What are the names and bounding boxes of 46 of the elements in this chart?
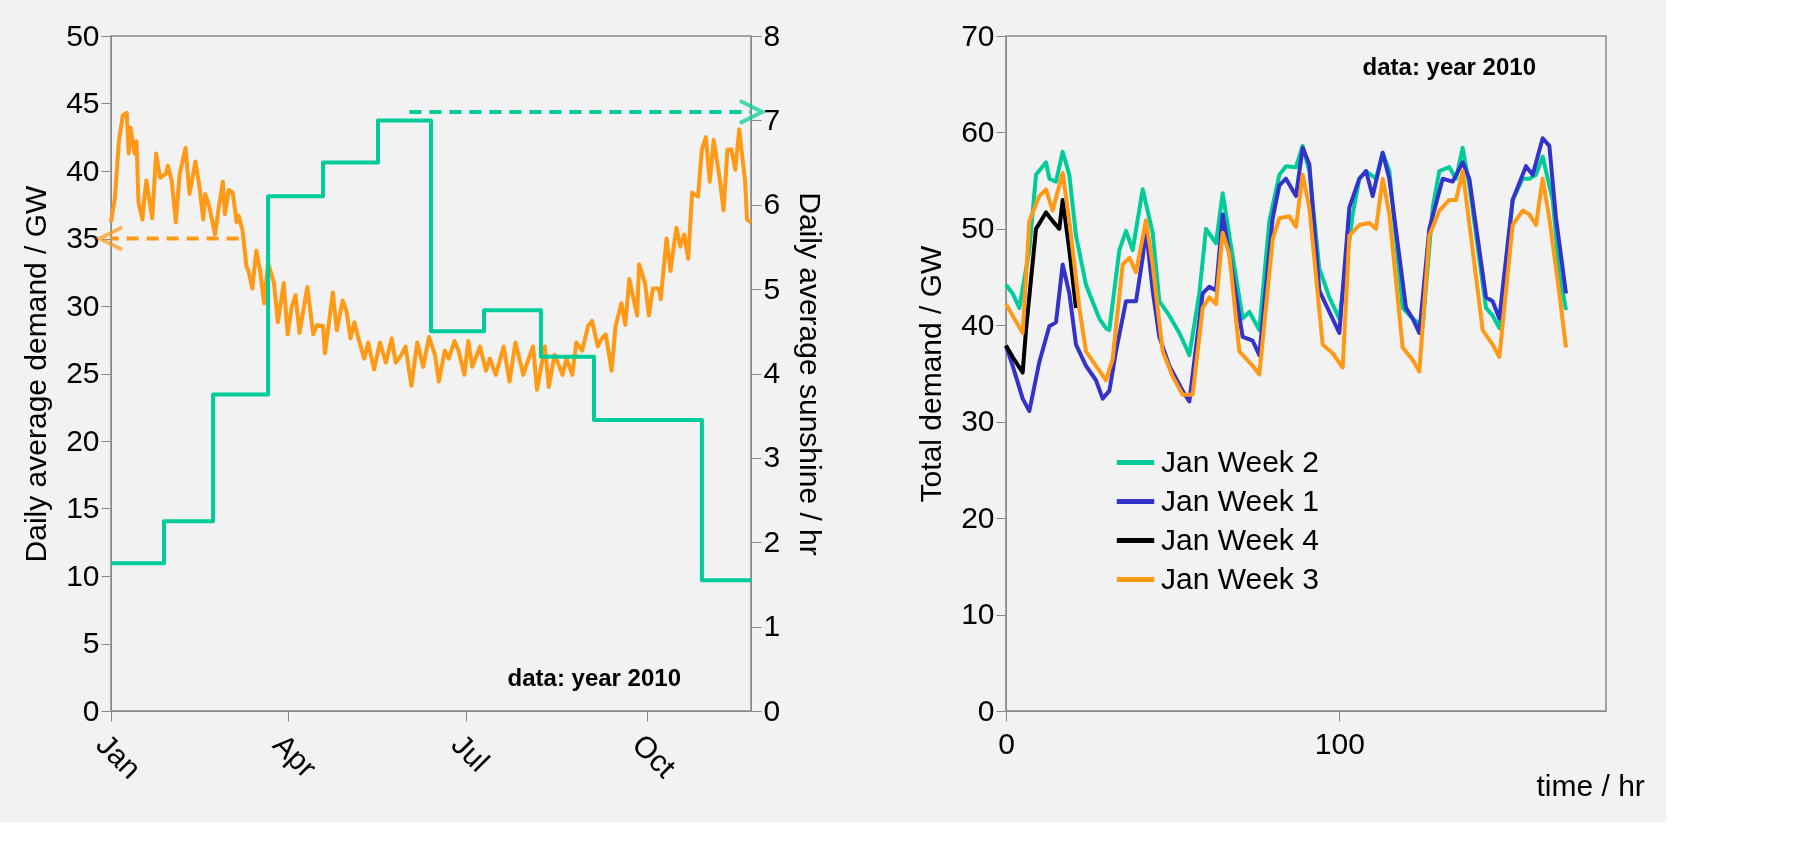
y-tick-label: 25 <box>66 356 100 389</box>
y2-tick-label: 7 <box>763 102 781 136</box>
y-axis-title: Total demand / GW <box>914 244 948 503</box>
y-tick-label: 30 <box>66 288 100 322</box>
x-tick-label: Jan <box>90 727 148 785</box>
y2-tick-label: 0 <box>763 693 781 727</box>
y-tick-label: 10 <box>961 597 995 631</box>
y-tick-label: 15 <box>66 491 100 524</box>
legend-label: Jan Week 2 <box>1161 444 1319 478</box>
x-axis-title: time / hr <box>1536 768 1645 802</box>
y-tick-label: 5 <box>82 626 100 659</box>
y-tick-label: 40 <box>66 153 100 187</box>
y2-tick-label: 5 <box>763 271 781 305</box>
y-tick-label: 50 <box>66 18 100 52</box>
y2-tick-label: 8 <box>763 18 781 52</box>
x-tick-label: 100 <box>1314 726 1365 760</box>
y-tick-label: 10 <box>66 558 100 592</box>
y-tick-label: 0 <box>977 693 995 727</box>
y2-axis-title: Daily average sunshine / hr <box>794 192 828 556</box>
x-tick-label: Oct <box>626 727 684 785</box>
line-series <box>109 110 753 392</box>
y-tick-label: 45 <box>66 86 100 119</box>
y-axis-title: Daily average demand / GW <box>19 184 53 563</box>
y2-tick-label: 2 <box>763 524 781 558</box>
y-tick-label: 20 <box>66 423 100 457</box>
y-tick-label: 30 <box>961 404 995 438</box>
y-tick-label: 60 <box>961 114 995 148</box>
x-tick-label: Apr <box>266 727 324 784</box>
y2-tick-label: 6 <box>763 187 781 221</box>
annotation: data: year 2010 <box>507 664 681 691</box>
y-tick-label: 50 <box>961 211 995 245</box>
y2-tick-label: 3 <box>763 440 781 474</box>
y-tick-label: 70 <box>961 18 995 52</box>
y-tick-label: 40 <box>961 307 995 341</box>
line-series <box>1004 169 1568 397</box>
legend-label: Jan Week 1 <box>1161 483 1319 517</box>
y-tick-label: 20 <box>961 500 995 534</box>
line-series <box>1004 197 1078 375</box>
y2-tick-label: 4 <box>763 356 781 389</box>
y-tick-label: 0 <box>82 693 100 727</box>
y2-tick-label: 1 <box>763 609 781 643</box>
y-tick-label: 35 <box>66 221 100 254</box>
annotation: data: year 2010 <box>1362 53 1536 80</box>
legend-label: Jan Week 3 <box>1161 561 1319 595</box>
x-tick-label: Jul <box>445 727 497 778</box>
legend-label: Jan Week 4 <box>1161 522 1319 556</box>
